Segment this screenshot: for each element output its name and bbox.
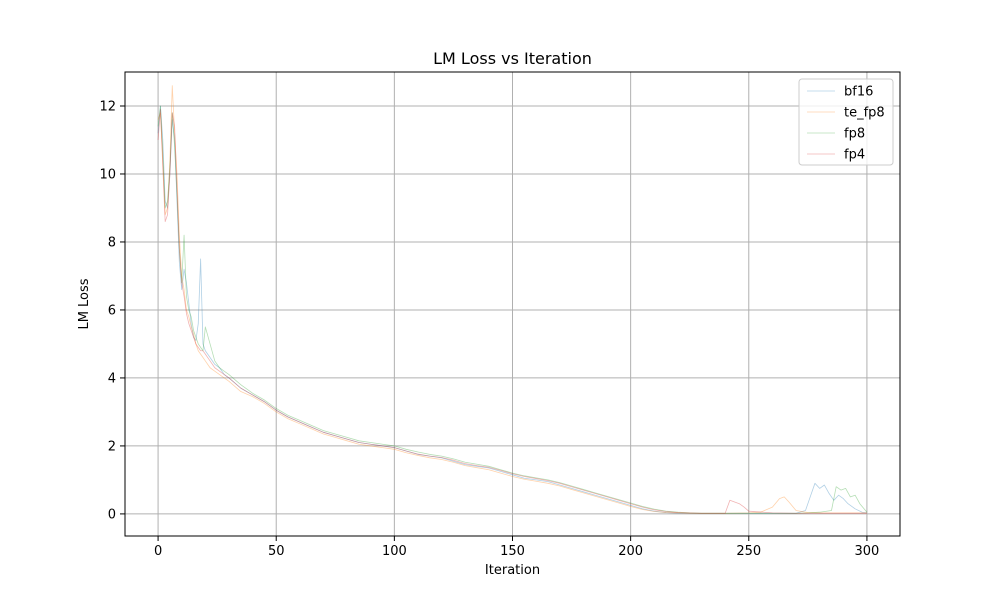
grid bbox=[125, 72, 900, 536]
x-tick-label: 100 bbox=[382, 544, 407, 559]
x-tick-label: 300 bbox=[855, 544, 880, 559]
series-line-fp4 bbox=[157, 108, 867, 514]
y-tick-label: 10 bbox=[99, 167, 116, 182]
chart-title: LM Loss vs Iteration bbox=[433, 49, 592, 68]
legend-label-te_fp8: te_fp8 bbox=[844, 106, 885, 121]
y-axis-label: LM Loss bbox=[77, 278, 92, 329]
series-line-bf16 bbox=[157, 105, 867, 514]
series-line-te_fp8 bbox=[157, 85, 867, 514]
y-tick-label: 2 bbox=[108, 439, 116, 454]
y-tick-label: 4 bbox=[108, 371, 116, 386]
legend-label-bf16: bf16 bbox=[844, 85, 873, 100]
x-axis: 0 50 100 150 200 250 300 bbox=[154, 536, 879, 559]
legend-box bbox=[798, 78, 894, 166]
legend: bf16 te_fp8 fp8 fp4 bbox=[798, 78, 894, 166]
series-lines bbox=[157, 85, 868, 514]
x-tick-label: 0 bbox=[154, 544, 162, 559]
y-tick-label: 12 bbox=[99, 99, 116, 114]
y-tick-label: 6 bbox=[108, 303, 116, 318]
y-tick-label: 8 bbox=[108, 235, 116, 250]
y-tick-label: 0 bbox=[108, 507, 116, 522]
x-tick-label: 50 bbox=[268, 544, 285, 559]
legend-label-fp8: fp8 bbox=[844, 127, 865, 142]
x-axis-label: Iteration bbox=[485, 563, 540, 578]
y-axis: 0 2 4 6 8 10 12 bbox=[99, 99, 125, 522]
x-tick-label: 200 bbox=[618, 544, 643, 559]
x-tick-label: 150 bbox=[500, 544, 525, 559]
series-line-fp8 bbox=[157, 105, 868, 514]
legend-label-fp4: fp4 bbox=[844, 148, 865, 163]
x-tick-label: 250 bbox=[736, 544, 761, 559]
